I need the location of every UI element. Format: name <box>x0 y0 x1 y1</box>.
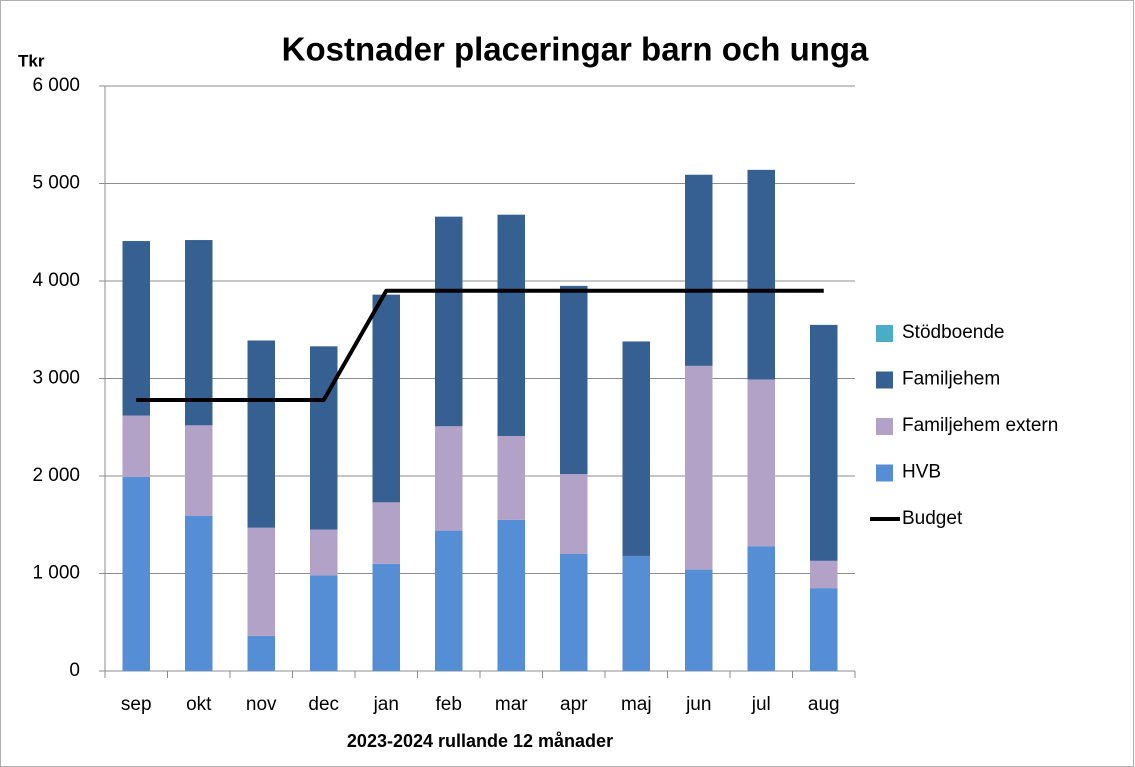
x-tick-label: jul <box>751 694 771 715</box>
legend-label: Familjehem <box>902 369 1000 390</box>
bar-segment <box>122 241 150 416</box>
y-tick-label: 3 000 <box>32 368 80 389</box>
x-tick-label: jan <box>373 694 399 715</box>
x-tick-label: mar <box>495 694 528 715</box>
y-tick-label: 1 000 <box>32 563 80 584</box>
bar-segment <box>560 474 588 554</box>
bar-segment <box>247 635 275 671</box>
bar-segment <box>122 476 150 671</box>
bar-segment <box>810 588 838 671</box>
x-tick-label: feb <box>436 694 462 715</box>
y-tick-label: 5 000 <box>32 173 80 194</box>
y-tick-label: 2 000 <box>32 465 80 486</box>
bar-segment <box>560 554 588 671</box>
x-tick-label: apr <box>560 694 588 715</box>
chart-title: Kostnader placeringar barn och unga <box>282 31 869 68</box>
bar-segment <box>435 216 463 427</box>
legend-label: Budget <box>902 508 963 529</box>
bar-segment <box>747 379 775 547</box>
bar-segment <box>497 214 525 437</box>
bar-segment <box>372 502 400 564</box>
bar-segment <box>497 519 525 671</box>
bar-segment <box>685 365 713 570</box>
bar-segment <box>247 340 275 528</box>
legend-label: Stödboende <box>902 322 1005 343</box>
bar-segment <box>810 324 838 561</box>
bar-segment <box>622 341 650 556</box>
bar-segment <box>185 515 213 671</box>
legend-swatch <box>876 371 893 389</box>
x-tick-label: sep <box>121 694 152 715</box>
x-axis-label: 2023-2024 rullande 12 månader <box>347 731 613 751</box>
x-tick-label: nov <box>246 694 277 715</box>
y-axis-label: Tkr <box>18 51 45 70</box>
y-tick-label: 6 000 <box>32 75 80 96</box>
bar-segment <box>435 530 463 671</box>
x-tick-label: okt <box>186 694 212 715</box>
bar-segment <box>622 555 650 671</box>
x-tick-label: dec <box>308 694 339 715</box>
legend-swatch <box>876 418 893 435</box>
bar-segment <box>372 294 400 503</box>
bar-segment <box>747 169 775 380</box>
x-tick-label: jun <box>685 694 711 715</box>
bar-segment <box>310 346 338 530</box>
y-tick-label: 0 <box>69 660 80 681</box>
bar-segment <box>747 546 775 671</box>
x-tick-label: aug <box>808 694 840 715</box>
bar-segment <box>310 529 338 576</box>
x-tick-label: maj <box>621 694 652 715</box>
bar-segment <box>185 425 213 516</box>
y-tick-label: 4 000 <box>32 270 80 291</box>
legend-label: HVB <box>902 462 941 483</box>
bar-segment <box>435 426 463 531</box>
bar-segment <box>310 575 338 671</box>
bar-segment <box>560 285 588 475</box>
bar-segment <box>247 527 275 636</box>
legend-swatch <box>876 464 893 482</box>
bar-segment <box>122 415 150 477</box>
bar-segment <box>372 563 400 671</box>
bar-segment <box>810 560 838 589</box>
legend-swatch <box>876 325 893 342</box>
legend-label: Familjehem extern <box>902 415 1058 436</box>
bar-segment <box>185 240 213 426</box>
bar-segment <box>497 436 525 520</box>
budget-line <box>136 288 824 402</box>
bar-segment <box>685 174 713 366</box>
bar-segment <box>685 569 713 671</box>
